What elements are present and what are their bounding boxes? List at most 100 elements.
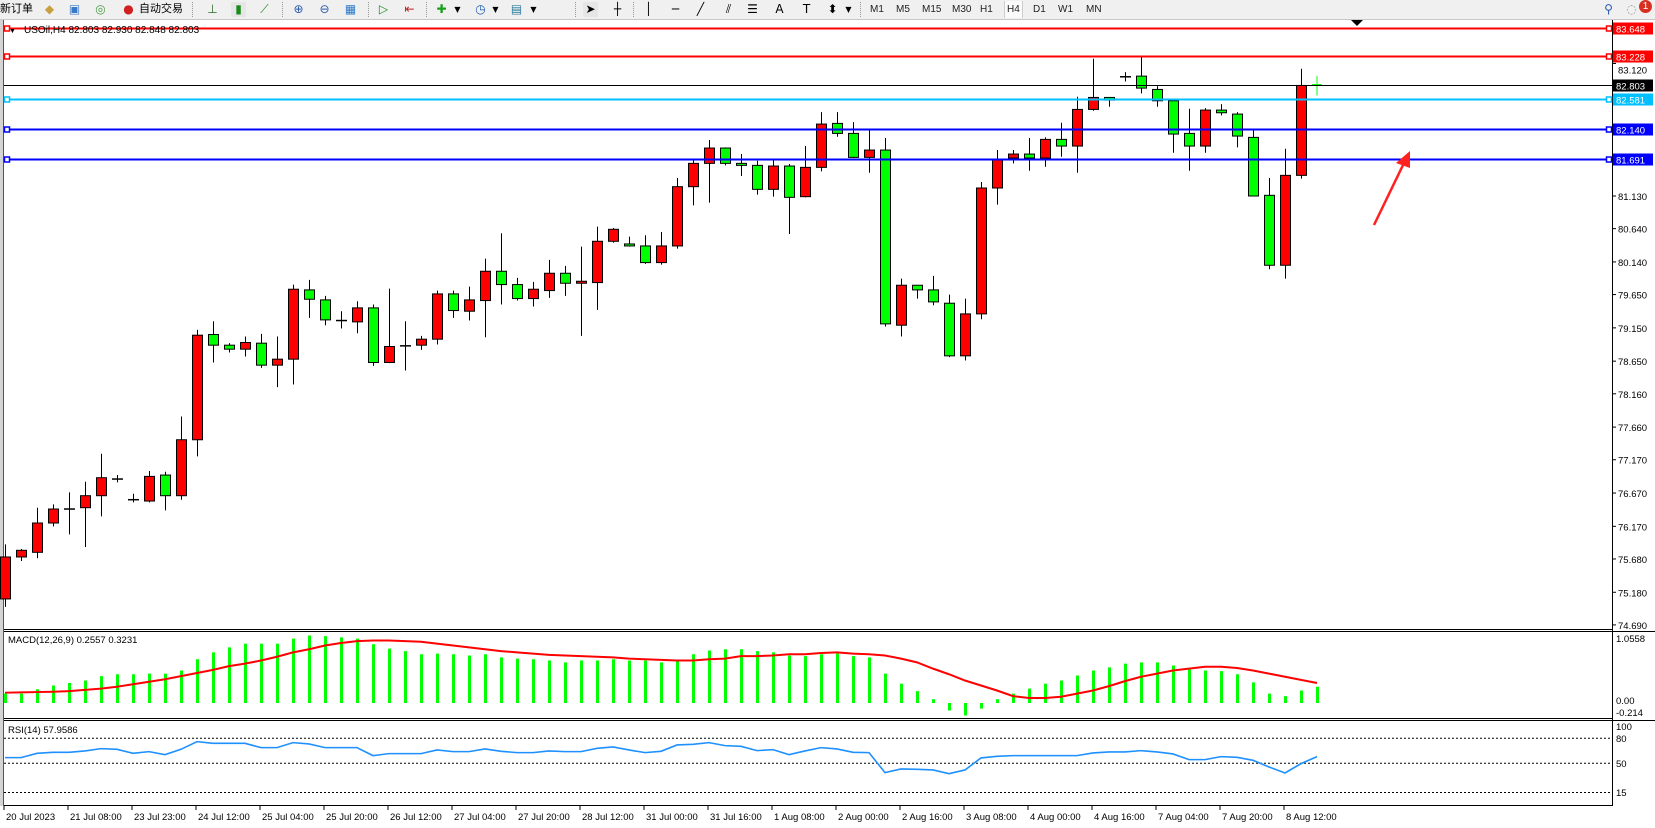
crosshair-icon[interactable]: ┼ [613, 2, 622, 16]
terminal-icon[interactable]: ▣ [68, 2, 81, 16]
toolbar-separator [633, 2, 636, 17]
line-handle[interactable] [3, 96, 11, 103]
candle [256, 333, 267, 368]
price-tag [1613, 123, 1653, 136]
timeframe-h1[interactable]: H1 [980, 4, 993, 15]
notifications-icon[interactable]: ◌ [1626, 2, 1637, 16]
auto-scroll-icon[interactable]: ▷ [378, 2, 389, 16]
fibonacci-icon[interactable]: ☰ [747, 2, 758, 16]
timeframe-m30[interactable]: M30 [952, 4, 972, 15]
macd-histogram-bar [948, 703, 951, 711]
line-handle[interactable] [3, 25, 11, 32]
signals-icon[interactable]: ◎ [95, 2, 106, 16]
candle-body [688, 162, 699, 188]
line-handle[interactable] [1605, 96, 1613, 103]
macd-histogram-bar [724, 649, 727, 703]
candle [288, 284, 299, 385]
candle [672, 178, 683, 249]
candle [352, 301, 363, 334]
candle-body [704, 147, 715, 164]
macd-histogram-bar [388, 648, 391, 703]
text-icon[interactable]: A [775, 2, 784, 16]
price-tick-label: 79.150 [1618, 324, 1647, 335]
candle-body [0, 556, 11, 600]
metaeditor-icon[interactable]: ◆ [44, 2, 55, 16]
line-handle[interactable] [1605, 53, 1613, 60]
timeframe-m5[interactable]: M5 [896, 4, 910, 15]
zoom-in-icon[interactable]: ⊕ [293, 2, 304, 16]
candle [1264, 178, 1275, 270]
candle-body [432, 293, 443, 340]
timeframe-h4[interactable]: H4 [1004, 1, 1023, 18]
templates-icon[interactable]: ▤ [510, 2, 523, 16]
arrows-icon[interactable]: ⬍ [827, 2, 838, 16]
macd-histogram-bar [1188, 669, 1191, 703]
candle [464, 286, 475, 321]
line-handle[interactable] [3, 156, 11, 163]
candlestick-chart-icon[interactable]: ▮ [231, 2, 246, 17]
candle-body [960, 313, 971, 357]
zoom-out-icon[interactable]: ⊖ [319, 2, 330, 16]
timeframe-m15[interactable]: M15 [922, 4, 942, 15]
candle [416, 335, 427, 350]
red-arrow-annotation[interactable] [1372, 151, 1410, 226]
bar-chart-icon[interactable]: ⊥ [207, 2, 218, 16]
line-chart-icon[interactable]: ⟋ [260, 2, 269, 16]
time-tick-label: 7 Aug 04:00 [1158, 812, 1209, 823]
indicators-icon[interactable]: ✚ [436, 2, 447, 16]
time-tick-label: 25 Jul 04:00 [262, 812, 314, 823]
timeframe-m1[interactable]: M1 [870, 4, 884, 15]
chevron-down-icon[interactable]: ▼ [530, 5, 537, 14]
candle-body [864, 149, 875, 158]
line-handle[interactable] [1605, 25, 1613, 32]
candle [112, 475, 123, 483]
time-tick-label: 2 Aug 00:00 [838, 812, 889, 823]
text-label-icon[interactable]: T [802, 2, 811, 16]
line-handle[interactable] [1605, 156, 1613, 163]
cursor-arrow-icon[interactable]: ➤ [583, 2, 598, 17]
candle-body [976, 187, 987, 315]
macd-histogram-bar [1156, 662, 1159, 703]
macd-axis-zero: 0.00 [1616, 696, 1635, 707]
timeframe-d1[interactable]: D1 [1033, 4, 1046, 15]
macd-histogram-bar [420, 654, 423, 703]
line-handle[interactable] [1605, 126, 1613, 133]
macd-histogram-bar [292, 638, 295, 703]
tile-windows-icon[interactable]: ▦ [344, 2, 357, 16]
vertical-line-icon[interactable]: │ [644, 2, 653, 16]
time-tick-label: 8 Aug 12:00 [1286, 812, 1337, 823]
search-icon[interactable]: ⚲ [1604, 2, 1613, 16]
candle-body [1232, 113, 1243, 137]
auto-trading-button[interactable]: 自动交易 [139, 3, 183, 15]
new-order-button[interactable]: 新订单 [0, 3, 33, 15]
macd-histogram-bar [20, 693, 23, 703]
macd-histogram-bar [1220, 671, 1223, 703]
macd-label: MACD(12,26,9) 0.2557 0.3231 [8, 635, 137, 646]
candle-body [448, 293, 459, 312]
trendline-icon[interactable]: ╱ [696, 2, 705, 16]
arrow-head-icon [1396, 151, 1410, 168]
equidistant-channel-icon[interactable]: ⫽ [725, 2, 732, 16]
time-tick-label: 31 Jul 16:00 [710, 812, 762, 823]
macd-histogram-bar [900, 683, 903, 703]
chart-shift-icon[interactable]: ⇤ [404, 2, 415, 16]
price-tag-label: 82.803 [1616, 82, 1645, 93]
periods-clock-icon[interactable]: ◷ [475, 2, 486, 16]
candle-body [320, 299, 331, 321]
chevron-down-icon[interactable]: ▼ [454, 5, 461, 14]
auto-trading-icon[interactable]: ● [123, 2, 134, 16]
chevron-down-icon[interactable]: ▼ [845, 5, 852, 14]
candle [816, 112, 827, 172]
timeframe-w1[interactable]: W1 [1058, 4, 1073, 15]
line-handle[interactable] [3, 53, 11, 60]
chevron-down-icon[interactable]: ▼ [492, 5, 499, 14]
chart-shift-marker[interactable] [1351, 20, 1363, 26]
line-handle[interactable] [3, 126, 11, 133]
macd-histogram-bar [804, 656, 807, 703]
macd-histogram-bar [852, 656, 855, 703]
time-tick-label: 1 Aug 08:00 [774, 812, 825, 823]
horizontal-line-icon[interactable]: ─ [671, 2, 680, 16]
macd-histogram-bar [180, 670, 183, 703]
timeframe-mn[interactable]: MN [1086, 4, 1102, 15]
